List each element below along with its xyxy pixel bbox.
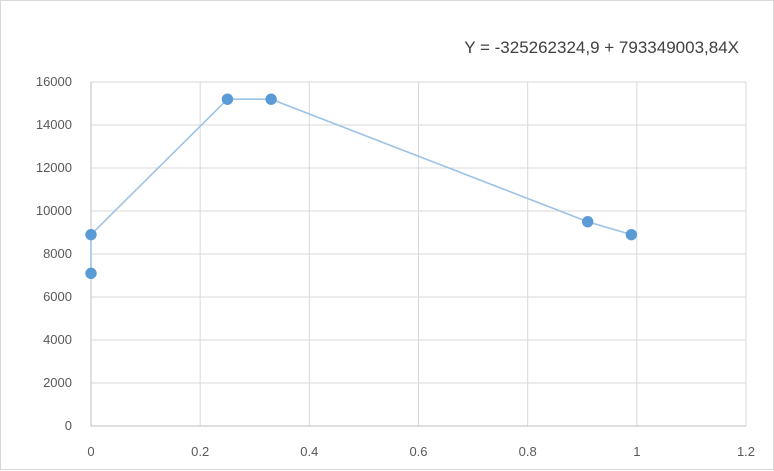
y-tick-label: 6000 [43,289,72,304]
y-tick-label: 12000 [36,160,72,175]
data-point [85,267,97,280]
data-series [85,93,638,280]
data-point [85,228,97,241]
x-tick-label: 0.2 [191,444,209,459]
regression-equation-label: Y = -325262324,9 + 793349003,84X [464,38,739,57]
y-tick-label: 10000 [36,203,72,218]
gridlines [91,81,747,426]
data-point [625,228,638,241]
y-tick-label: 14000 [36,117,72,132]
y-tick-label: 4000 [43,332,72,347]
y-tick-label: 0 [65,418,72,433]
y-tick-label: 8000 [43,246,72,261]
x-tick-label: 1 [633,444,640,459]
x-tick-label: 0 [87,444,94,459]
x-tick-label: 0.4 [300,444,318,459]
data-point [221,93,234,105]
y-tick-label: 16000 [36,74,72,89]
tick-labels: 0 2000 4000 6000 8000 10000 12000 14000 16000 0 0.… [36,74,755,459]
x-tick-label: 1.2 [737,444,755,459]
data-point [265,93,277,105]
y-tick-label: 2000 [43,375,72,390]
series-line [90,98,632,274]
data-point [582,216,594,228]
x-tick-label: 0.8 [519,444,537,459]
x-tick-label: 0.6 [409,444,427,459]
